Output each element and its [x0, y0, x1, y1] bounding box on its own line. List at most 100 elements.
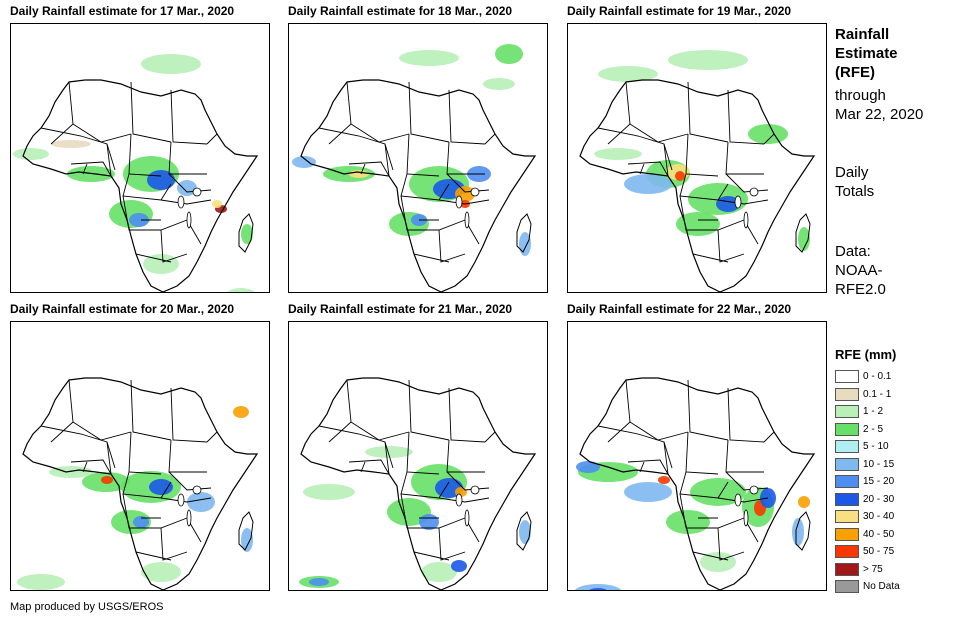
lake-outline: [192, 485, 202, 495]
country-border: [687, 81, 729, 143]
africa-rainfall-map: [567, 321, 827, 591]
legend-item: 0.1 - 1: [835, 386, 900, 404]
data-source: Data: NOAA- RFE2.0: [835, 243, 886, 298]
rainfall-cell: [690, 478, 746, 506]
country-border: [717, 229, 745, 263]
country-border: [384, 143, 394, 171]
rainfall-map-panel-22-mar: Daily Rainfall estimate for 22 Mar., 202…: [567, 302, 827, 593]
country-border: [763, 133, 775, 145]
legend-label: 0.1 - 1: [863, 388, 892, 400]
lake-outline: [464, 509, 470, 527]
country-border: [687, 379, 729, 441]
rainfall-cell: [624, 174, 672, 194]
lake-outline: [470, 187, 480, 197]
legend-label: 10 - 15: [863, 458, 895, 470]
legend-label: 50 - 75: [863, 546, 895, 558]
country-border: [438, 497, 490, 503]
rainfall-cell: [399, 50, 459, 66]
rainfall-cell: [309, 578, 329, 586]
country-border: [717, 497, 769, 503]
country-border: [206, 133, 218, 145]
country-border: [400, 173, 450, 201]
country-border: [82, 163, 88, 175]
legend-item: 10 - 15: [835, 456, 900, 474]
madagascar-outline: [516, 511, 532, 551]
africa-rainfall-map: [288, 23, 548, 293]
country-border: [130, 379, 172, 441]
legend-swatch: [835, 405, 859, 419]
lake-outline: [470, 485, 480, 495]
country-border: [318, 127, 390, 177]
lake-outline: [749, 187, 759, 197]
legend-swatch: [835, 422, 859, 436]
country-border: [360, 461, 366, 473]
legend-label: > 75: [863, 563, 883, 575]
country-border: [160, 527, 188, 561]
country-border: [160, 199, 212, 205]
rainfall-cell: [483, 78, 515, 90]
rainfall-cell: [589, 588, 607, 590]
rainfall-cell: [101, 476, 113, 484]
rainfall-cell: [141, 54, 201, 74]
rainfall-cell: [598, 66, 658, 82]
country-border: [130, 81, 172, 143]
lake-outline: [177, 493, 185, 507]
map-canvas: [292, 44, 537, 292]
legend-swatch: [835, 387, 859, 401]
rainfall-cell: [574, 584, 622, 590]
map-canvas: [17, 377, 259, 590]
rainfall-cell: [49, 466, 93, 478]
country-border: [328, 123, 352, 145]
legend-item: 40 - 50: [835, 526, 900, 544]
panel-title: Daily Rainfall estimate for 17 Mar., 202…: [10, 4, 235, 18]
country-border: [408, 81, 450, 143]
africa-coastline: [300, 377, 537, 590]
legend-item: > 75: [835, 561, 900, 579]
africa-rainfall-map: [567, 23, 827, 293]
africa-coastline: [22, 79, 259, 292]
through-date: through Mar 22, 2020: [835, 87, 924, 123]
lake-outline: [455, 195, 463, 209]
country-border: [717, 199, 769, 205]
legend-label: 40 - 50: [863, 528, 895, 540]
country-border: [122, 195, 188, 231]
country-border: [725, 439, 764, 473]
country-border: [692, 551, 729, 561]
country-border: [318, 425, 390, 475]
country-border: [725, 173, 769, 193]
lake-outline: [743, 509, 749, 527]
africa-coastline: [22, 377, 259, 590]
country-border: [168, 439, 207, 473]
map-credit: Map produced by USGS/EROS: [10, 601, 164, 613]
country-border: [168, 471, 212, 491]
legend-label: 2 - 5: [863, 423, 884, 435]
legend-swatch: [835, 562, 859, 576]
rainfall-cell: [143, 254, 179, 274]
country-border: [725, 471, 769, 491]
country-border: [663, 441, 673, 469]
rainfall-cell: [594, 148, 642, 160]
rainfall-cell: [495, 44, 523, 64]
country-border: [679, 471, 729, 499]
country-border: [679, 493, 745, 529]
legend-item: 5 - 10: [835, 438, 900, 456]
country-border: [685, 431, 719, 475]
lake-outline: [455, 493, 463, 507]
lake-outline: [749, 485, 759, 495]
country-border: [663, 143, 673, 171]
rainfall-cell: [212, 200, 222, 208]
country-border: [160, 497, 212, 503]
legend-swatch: [835, 457, 859, 471]
rainfall-cell: [365, 446, 413, 458]
country-border: [82, 461, 88, 473]
madagascar-outline: [516, 213, 532, 253]
country-border: [122, 173, 172, 201]
rainfall-cell: [700, 552, 736, 572]
country-border: [692, 253, 729, 263]
rainfall-cell: [798, 496, 810, 508]
legend-item: 50 - 75: [835, 543, 900, 561]
panel-title: Daily Rainfall estimate for 20 Mar., 202…: [10, 302, 235, 316]
country-border: [346, 379, 410, 441]
lake-outline: [186, 509, 192, 527]
country-border: [70, 161, 112, 177]
